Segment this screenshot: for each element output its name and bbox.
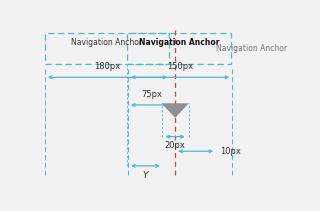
Polygon shape <box>162 103 189 118</box>
Text: 180px: 180px <box>94 62 120 71</box>
Text: Navigation Anchor: Navigation Anchor <box>71 38 142 46</box>
Text: 75px: 75px <box>141 90 162 99</box>
Bar <box>45 34 169 64</box>
Bar <box>127 34 231 64</box>
Text: 20px: 20px <box>165 142 186 150</box>
Text: 150px: 150px <box>167 62 193 71</box>
Text: Navigation Anchor: Navigation Anchor <box>216 44 288 53</box>
Text: Y: Y <box>143 171 148 180</box>
Text: Navigation Anchor: Navigation Anchor <box>139 38 219 46</box>
Text: 10px: 10px <box>220 147 241 156</box>
